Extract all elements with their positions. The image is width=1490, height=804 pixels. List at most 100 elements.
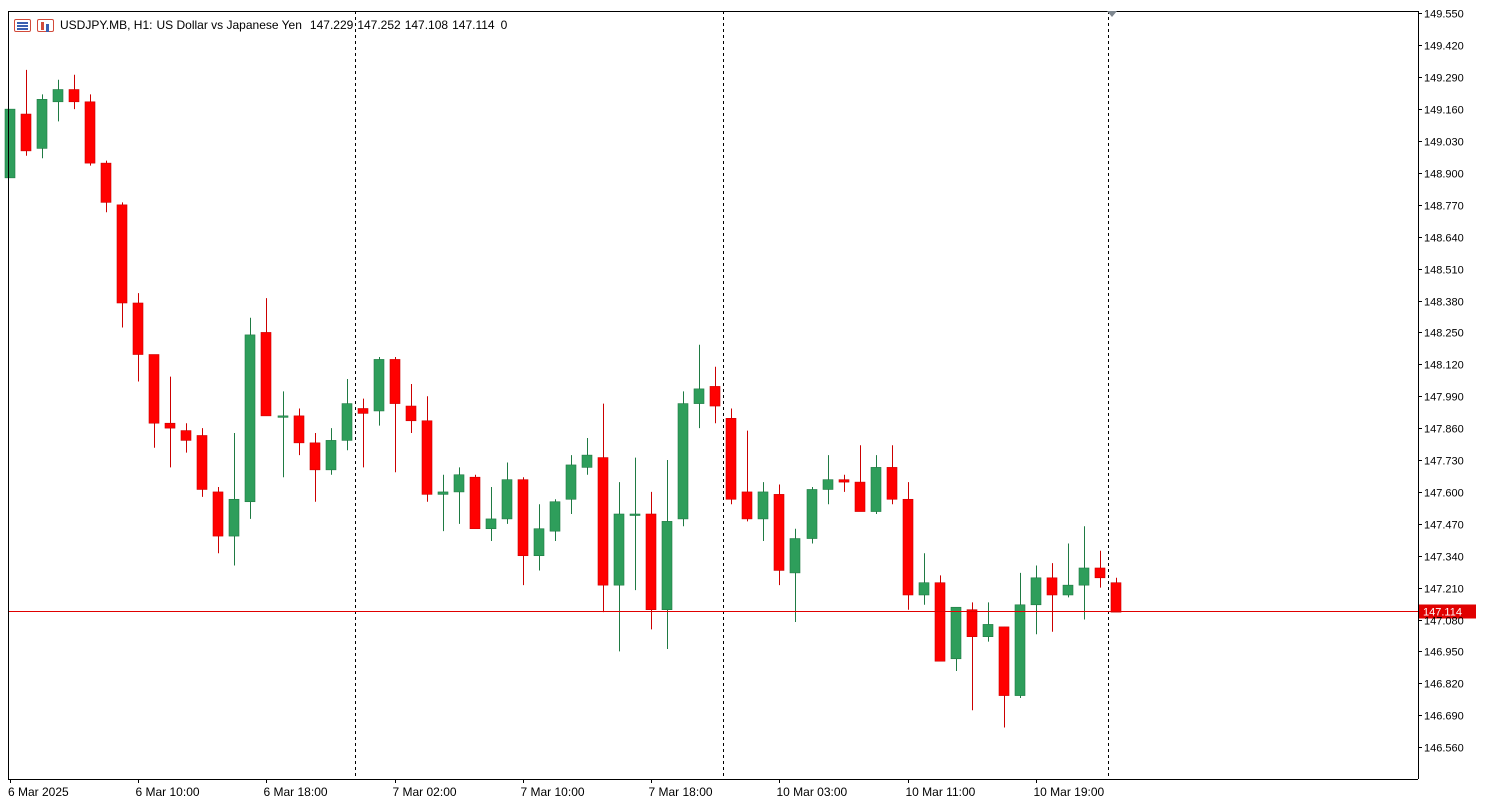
ytick-label-8: 148.510: [1424, 265, 1464, 277]
candle-body: [565, 464, 577, 500]
candle-body: [421, 420, 433, 495]
candle-body: [950, 606, 962, 660]
xtick-label-2: 6 Mar 18:00: [264, 785, 328, 799]
candle-body: [180, 430, 192, 441]
candle-body: [132, 302, 144, 355]
candle-body: [485, 518, 497, 530]
candle-body: [293, 415, 305, 444]
ohlc-open: 147.229: [309, 18, 354, 32]
ytick-label-17: 147.340: [1424, 552, 1464, 564]
candle-51: [822, 455, 834, 505]
ytick-label-22: 146.690: [1424, 711, 1464, 723]
candlesticks: [4, 69, 1122, 728]
candle-35: [565, 455, 577, 515]
candle-40: [645, 491, 657, 630]
candle-20: [325, 428, 337, 475]
candle-46: [741, 430, 753, 522]
ytick-label-1: 149.420: [1424, 41, 1464, 53]
candle-54: [870, 455, 882, 515]
candle-body: [693, 388, 705, 404]
candle-body: [4, 108, 16, 179]
chart-bars-icon[interactable]: [37, 18, 54, 32]
ohlc-low: 147.108: [404, 18, 449, 32]
candle-12: [196, 428, 208, 497]
xtick-label-0: 6 Mar 2025: [8, 785, 69, 799]
candle-22: [357, 398, 369, 468]
candle-body: [517, 479, 529, 557]
ytick-label-9: 148.380: [1424, 297, 1464, 309]
time-axis[interactable]: 6 Mar 2025 6 Mar 10:00 6 Mar 18:00 7 Mar 02…: [8, 779, 1105, 799]
candle-body: [100, 162, 112, 203]
candle-body: [1110, 582, 1122, 613]
ohlc-high: 147.252: [357, 18, 401, 32]
ytick-label-2: 149.290: [1424, 73, 1464, 85]
candle-29: [469, 474, 481, 530]
candle-body: [116, 204, 128, 304]
candle-69: [1110, 577, 1122, 613]
candle-52: [838, 474, 850, 492]
candle-8: [132, 293, 144, 382]
chart-list-icon[interactable]: [14, 18, 31, 32]
ytick-label-18: 147.210: [1424, 584, 1464, 596]
ytick-label-3: 149.160: [1424, 105, 1464, 117]
candle-body: [549, 501, 561, 532]
candle-body: [838, 479, 850, 483]
candle-body: [437, 491, 449, 495]
candle-body: [325, 440, 337, 471]
volume-value: 0: [500, 18, 508, 32]
candle-body: [228, 498, 240, 537]
candle-39: [629, 457, 641, 591]
candle-body: [982, 624, 994, 637]
chart-shift-marker[interactable]: [1107, 11, 1117, 17]
candle-57: [918, 553, 930, 605]
ytick-label-15: 147.600: [1424, 488, 1464, 500]
candle-body: [886, 467, 898, 500]
candle-47: [757, 482, 769, 541]
candle-body: [902, 498, 914, 596]
ytick-label-7: 148.640: [1424, 233, 1464, 245]
candle-10: [164, 376, 176, 468]
candle-body: [164, 422, 176, 429]
ohlc-close: 147.114: [452, 18, 495, 32]
candle-3: [52, 79, 64, 122]
candle-21: [341, 379, 353, 451]
candle-body: [1014, 604, 1026, 696]
price-axis[interactable]: 147.114 149.550 149.420 149.290 149.160 149.0…: [1418, 9, 1476, 755]
candle-9: [148, 354, 160, 448]
candle-62: [998, 626, 1010, 728]
candle-body: [389, 359, 401, 404]
ytick-label-14: 147.730: [1424, 456, 1464, 468]
candle-0: [4, 108, 16, 179]
xtick-label-8: 10 Mar 19:00: [1034, 785, 1105, 799]
candle-body: [854, 481, 866, 512]
candle-65: [1046, 563, 1058, 632]
candle-body: [52, 89, 64, 103]
candle-58: [934, 575, 946, 662]
ytick-label-23: 146.560: [1424, 743, 1464, 755]
ytick-label-0: 149.550: [1424, 9, 1464, 21]
xtick-label-4: 7 Mar 10:00: [521, 785, 585, 799]
candle-17: [277, 391, 289, 478]
candle-41: [661, 460, 673, 649]
candle-body: [613, 513, 625, 586]
candle-body: [533, 528, 545, 557]
candle-body: [357, 408, 369, 414]
candle-56: [902, 482, 914, 610]
candle-6: [100, 160, 112, 213]
candle-60: [966, 602, 978, 711]
candle-body: [453, 474, 465, 493]
candle-18: [293, 408, 305, 456]
current-price-tag: [1419, 604, 1476, 619]
xtick-label-7: 10 Mar 11:00: [906, 785, 976, 799]
ytick-label-16: 147.470: [1424, 520, 1464, 532]
candle-body: [741, 491, 753, 520]
candle-body: [244, 334, 256, 503]
candle-body: [373, 359, 385, 412]
candle-24: [389, 356, 401, 473]
candle-27: [437, 474, 449, 532]
symbol-info: USDJPY.MB, H1: US Dollar vs Japanese Yen…: [60, 18, 507, 32]
candle-body: [1046, 577, 1058, 596]
candle-body: [148, 354, 160, 424]
